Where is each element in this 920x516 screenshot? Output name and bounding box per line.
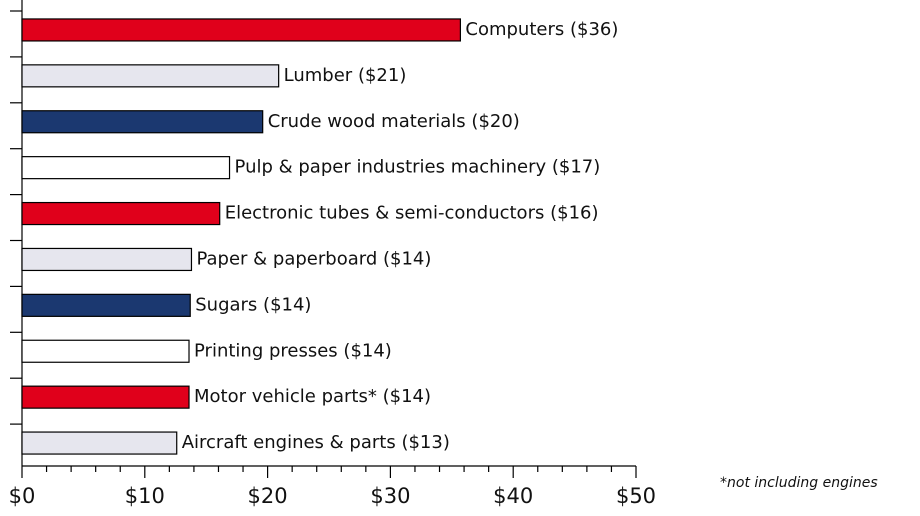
bar [21,64,280,88]
footnote: *not including engines [720,475,878,491]
bar [21,201,221,226]
bar-label: Computers ($36) [465,19,618,40]
value-label: ($14) [263,294,311,315]
bar [21,18,461,42]
bar [21,110,264,134]
category-label: Sugars [195,294,257,315]
bar [21,247,193,272]
bar [21,385,190,409]
bar-label: Printing presses ($14) [194,340,392,361]
category-label: Printing presses [194,340,338,361]
bar [21,293,191,317]
x-tick-label: $50 [616,484,656,508]
category-label: Paper & paperboard [196,248,377,269]
value-label: ($21) [358,65,406,86]
value-label: ($17) [552,157,600,178]
value-label: ($20) [471,111,519,132]
x-tick-label: $40 [493,484,533,508]
x-tick-label: $0 [9,484,36,508]
value-label: ($14) [343,340,391,361]
bar-label: Crude wood materials ($20) [268,111,520,132]
category-label: Electronic tubes & semi-conductors [225,203,545,224]
bar [21,156,231,180]
bar-label: Aircraft engines & parts ($13) [182,432,450,453]
category-label: Pulp & paper industries machinery [235,157,547,178]
category-label: Lumber [284,65,353,86]
value-label: ($13) [401,432,449,453]
category-label: Motor vehicle parts* [194,386,377,407]
category-label: Aircraft engines & parts [182,432,396,453]
bar-label: Paper & paperboard ($14) [196,248,431,269]
bar [21,431,178,455]
bar-label: Motor vehicle parts* ($14) [194,386,431,407]
value-label: ($36) [570,19,618,40]
bar-label: Sugars ($14) [195,294,311,315]
value-label: ($14) [383,248,431,269]
bar-label: Lumber ($21) [284,65,407,86]
value-label: ($14) [383,386,431,407]
category-label: Crude wood materials [268,111,466,132]
category-label: Computers [465,19,564,40]
x-tick-label: $30 [370,484,410,508]
bar-label: Electronic tubes & semi-conductors ($16) [225,203,599,224]
value-label: ($16) [550,203,598,224]
x-tick-label: $20 [248,484,288,508]
bar-label: Pulp & paper industries machinery ($17) [235,157,601,178]
x-tick-label: $10 [125,484,165,508]
bar [21,339,190,363]
